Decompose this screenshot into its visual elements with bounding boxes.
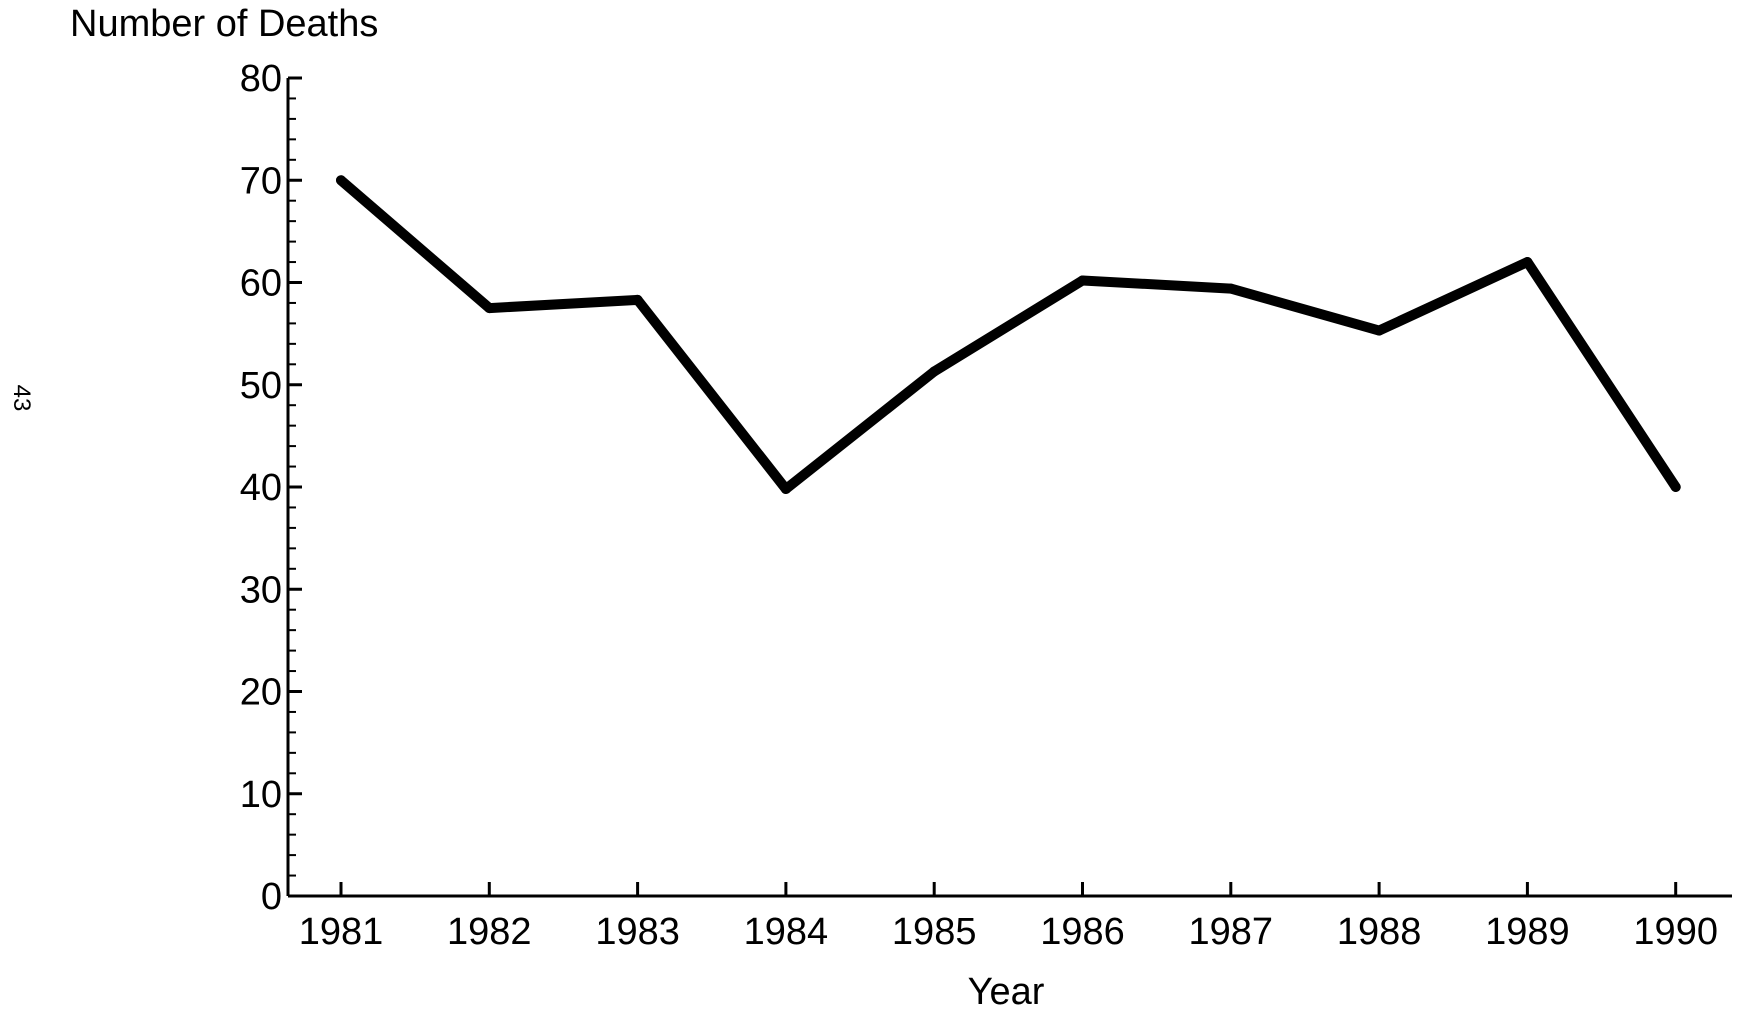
y-tick-label: 60 xyxy=(240,263,282,305)
data-point-1983 xyxy=(632,294,643,305)
y-tick-label: 40 xyxy=(240,467,282,509)
page-number: 43 xyxy=(8,385,35,412)
x-axis-ticks: 1981 1982 1983 1984 1985 1986 1987 1988 1989 1990 xyxy=(299,882,1718,953)
x-tick-label-1988: 1988 xyxy=(1337,911,1422,953)
data-point-1984 xyxy=(780,484,791,495)
x-tick-label-1989: 1989 xyxy=(1485,911,1570,953)
x-tick-label-1990: 1990 xyxy=(1633,911,1718,953)
x-tick-label-1983: 1983 xyxy=(595,911,680,953)
data-point-1982 xyxy=(484,303,495,314)
y-axis-ticks: 0 10 20 30 40 50 60 70 80 xyxy=(240,58,302,918)
data-point-1990 xyxy=(1670,482,1681,492)
x-axis-label: Year xyxy=(968,971,1045,1013)
data-point-1989 xyxy=(1522,257,1533,268)
x-tick-label-1987: 1987 xyxy=(1189,911,1274,953)
y-tick-label: 0 xyxy=(261,876,282,918)
data-point-1981 xyxy=(336,175,346,186)
x-tick-label-1982: 1982 xyxy=(447,911,532,953)
y-tick-label: 10 xyxy=(240,774,282,816)
x-tick-label-1984: 1984 xyxy=(744,911,829,953)
data-point-1988 xyxy=(1374,325,1385,336)
data-point-1987 xyxy=(1225,283,1236,294)
y-axis-label: Number of Deaths xyxy=(70,3,378,45)
series-line-0 xyxy=(336,175,1681,494)
data-series xyxy=(336,175,1681,495)
y-tick-label: 70 xyxy=(240,160,282,202)
x-tick-label-1986: 1986 xyxy=(1040,911,1125,953)
x-tick-label-1981: 1981 xyxy=(299,911,384,953)
data-point-1985 xyxy=(929,366,940,377)
y-tick-label: 30 xyxy=(240,569,282,611)
y-tick-label: 80 xyxy=(240,58,282,100)
data-point-1986 xyxy=(1077,275,1088,286)
y-tick-label: 50 xyxy=(240,365,282,407)
y-tick-label: 20 xyxy=(240,672,282,714)
x-tick-label-1985: 1985 xyxy=(892,911,977,953)
